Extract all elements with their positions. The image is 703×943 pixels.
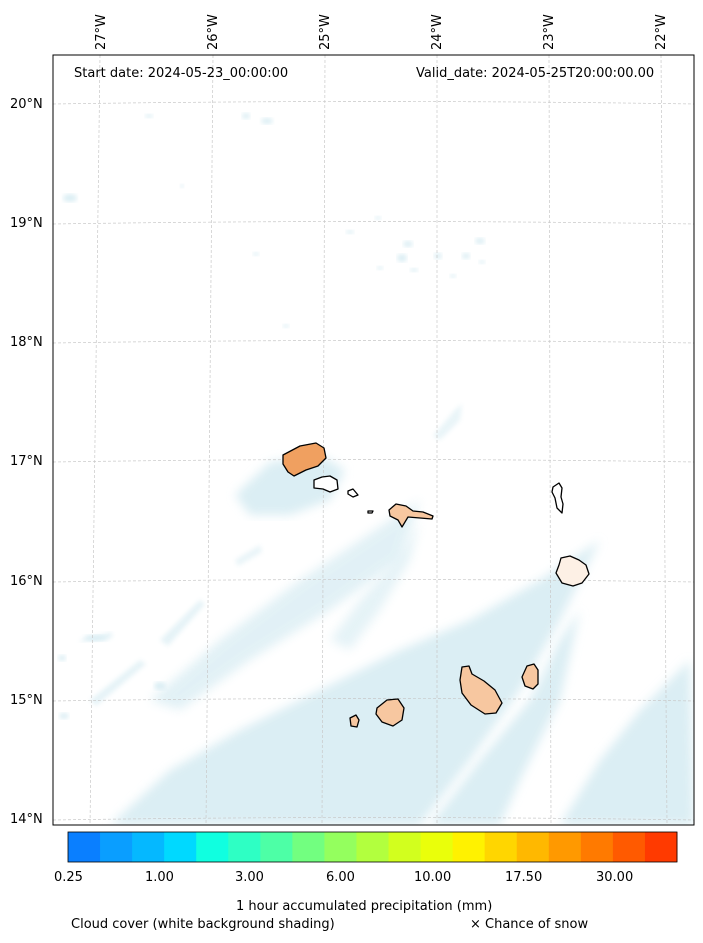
lat-label-17n: 17°N <box>10 454 43 469</box>
colorbar-swatch-6 <box>260 832 293 862</box>
colorbar-swatch-3 <box>164 832 197 862</box>
valid-date-label: Valid_date: 2024-05-25T20:00:00.00 <box>416 66 655 81</box>
island-raso <box>367 510 374 514</box>
colorbar-swatch-11 <box>420 832 454 862</box>
colorbar-tick-1: 1.00 <box>145 870 174 885</box>
start-date-label: Start date: 2024-05-23_00:00:00 <box>74 66 289 81</box>
lat-label-15n: 15°N <box>10 693 43 708</box>
colorbar-tick-2: 3.00 <box>235 870 264 885</box>
island-sao-nicolau <box>388 503 434 528</box>
lon-label-22w: 22°W <box>654 14 669 50</box>
lon-label-24w: 24°W <box>430 14 445 50</box>
lat-label-16n: 16°N <box>10 574 43 589</box>
island-santiago <box>459 665 503 715</box>
colorbar-swatch-0 <box>68 832 101 862</box>
colorbar-swatch-15 <box>548 832 582 862</box>
colorbar-swatch-1 <box>100 832 133 862</box>
colorbar-tick-5: 17.50 <box>505 870 543 885</box>
islands <box>282 442 590 728</box>
colorbar <box>68 832 678 862</box>
island-fogo <box>375 698 405 727</box>
graticule <box>53 55 694 825</box>
colorbar-swatch-14 <box>516 832 550 862</box>
colorbar-tick-0: 0.25 <box>54 870 83 885</box>
lat-label-14n: 14°N <box>10 812 43 827</box>
cloud-cover-note: Cloud cover (white background shading) <box>71 917 335 932</box>
colorbar-swatch-9 <box>356 832 390 862</box>
colorbar-tick-4: 10.00 <box>414 870 452 885</box>
colorbar-border <box>67 831 678 863</box>
island-sal <box>551 482 564 514</box>
colorbar-swatch-12 <box>452 832 486 862</box>
colorbar-swatch-4 <box>196 832 229 862</box>
lon-label-25w: 25°W <box>318 14 333 50</box>
lon-label-23w: 23°W <box>542 14 557 50</box>
island-sao-vicente <box>313 475 339 493</box>
snow-note: × Chance of snow <box>470 917 589 932</box>
colorbar-swatch-5 <box>228 832 261 862</box>
colorbar-swatch-17 <box>612 832 646 862</box>
colorbar-tick-3: 6.00 <box>326 870 355 885</box>
lon-label-27w: 27°W <box>94 14 109 50</box>
colorbar-swatch-10 <box>388 832 422 862</box>
colorbar-swatch-7 <box>292 832 325 862</box>
island-santa-luzia <box>347 488 359 498</box>
lon-label-26w: 26°W <box>206 14 221 50</box>
colorbar-swatch-2 <box>132 832 165 862</box>
lat-label-20n: 20°N <box>10 97 43 112</box>
colorbar-tick-6: 30.00 <box>596 870 634 885</box>
island-brava <box>349 714 360 728</box>
lat-label-19n: 19°N <box>10 216 43 231</box>
colorbar-label: 1 hour accumulated precipitation (mm) <box>236 899 493 914</box>
map-border <box>52 54 695 826</box>
island-santo-antao <box>282 442 327 477</box>
colorbar-swatch-13 <box>484 832 518 862</box>
lat-label-18n: 18°N <box>10 335 43 350</box>
island-boa-vista <box>555 555 590 587</box>
colorbar-swatch-8 <box>324 832 357 862</box>
colorbar-swatch-16 <box>580 832 614 862</box>
cloud-shading <box>58 113 694 825</box>
island-maio <box>521 663 539 690</box>
colorbar-swatch-18 <box>644 832 678 862</box>
